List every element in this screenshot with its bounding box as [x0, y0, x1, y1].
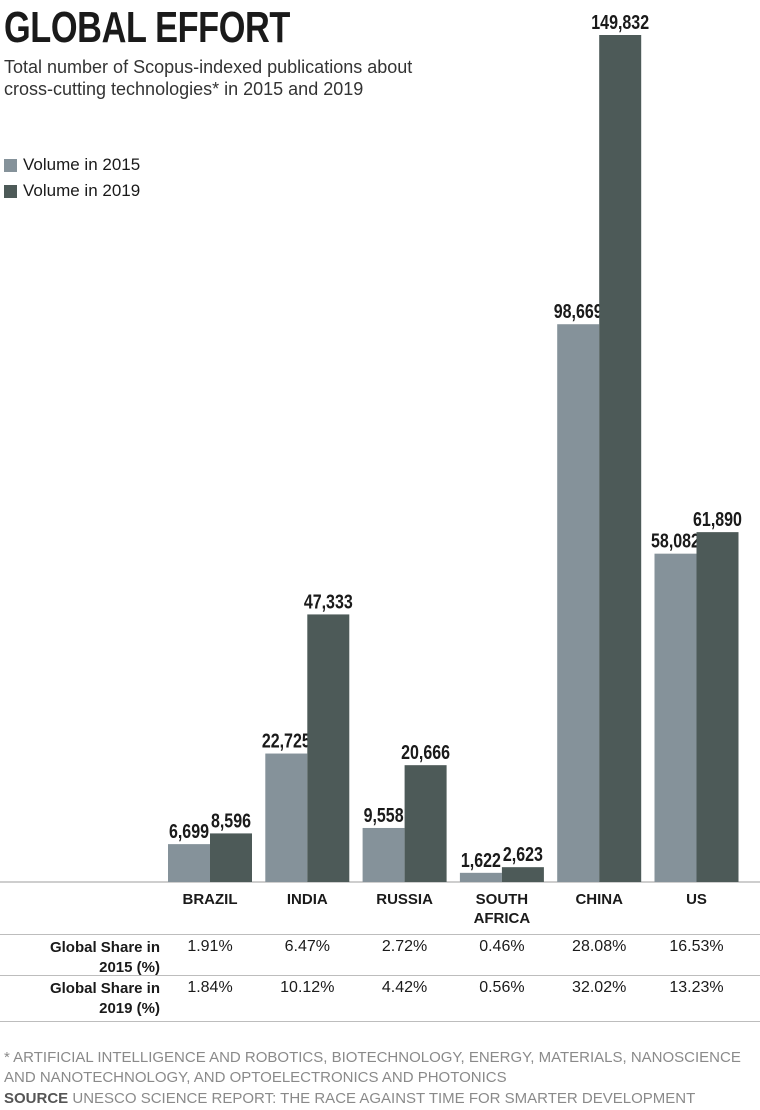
bar-south-africa-2019 — [501, 867, 544, 882]
category-label-india: INDIA — [287, 891, 328, 908]
category-label-brazil: BRAZIL — [183, 891, 238, 908]
legend-label-2019: Volume in 2019 — [23, 181, 141, 200]
category-label-russia: RUSSIA — [376, 891, 433, 908]
source-line: SOURCE UNESCO SCIENCE REPORT: THE RACE A… — [4, 1089, 695, 1109]
table-cell-south-africa-2019: 0.56% — [479, 979, 525, 996]
bar-china-2019 — [599, 35, 642, 882]
legend-swatch-2019 — [4, 184, 17, 198]
chart-title: GLOBAL EFFORT — [4, 3, 291, 52]
table-row-label-line: 2015 (%) — [99, 959, 160, 976]
data-label-russia-2015: 9,558 — [364, 804, 404, 826]
legend-item-2019: Volume in 2019 — [4, 178, 140, 204]
table-cell-russia-2015: 2.72% — [381, 938, 428, 955]
chart-subtitle: Total number of Scopus-indexed publicati… — [4, 57, 413, 99]
data-label-us-2015: 58,082 — [651, 530, 700, 552]
data-label-india-2019: 47,333 — [304, 591, 353, 613]
legend: Volume in 2015 Volume in 2019 — [4, 152, 140, 204]
table-divider-middle — [0, 975, 760, 976]
table-cell-india-2019: 10.12% — [280, 979, 335, 996]
table-row-label-2019: Global Share in 2019 (%) — [0, 979, 160, 1019]
table-row-label-line: Global Share in — [49, 980, 160, 997]
table-cell-us-2019: 13.23% — [669, 979, 724, 996]
bar-russia-2019 — [404, 765, 447, 882]
table-cell-india-2015: 6.47% — [284, 938, 330, 955]
bar-brazil-2015 — [168, 844, 210, 882]
data-label-china-2019: 149,832 — [591, 11, 649, 33]
table-row-label-line: 2019 (%) — [99, 1000, 160, 1017]
table-row-label-line: Global Share in — [49, 939, 160, 956]
data-label-brazil-2015: 6,699 — [169, 820, 209, 842]
data-label-south-africa-2015: 1,622 — [461, 849, 501, 871]
table-divider-bottom — [0, 1021, 760, 1022]
source-text: UNESCO SCIENCE REPORT: THE RACE AGAINST … — [72, 1090, 696, 1107]
source-label: SOURCE — [4, 1090, 69, 1107]
data-label-china-2015: 98,669 — [554, 301, 603, 323]
bar-south-africa-2015 — [459, 872, 502, 882]
data-label-india-2015: 22,725 — [262, 730, 311, 752]
bar-chart: 6,699 8,596 BRAZIL 22,725 47,333 INDIA 9,558 20… — [0, 11, 760, 927]
table-divider-top — [0, 934, 760, 935]
table-cell-brazil-2015: 1.91% — [187, 938, 233, 955]
category-label-us: US — [686, 891, 707, 908]
table-row-label-2015: Global Share in 2015 (%) — [0, 938, 160, 978]
legend-swatch-2015 — [4, 158, 17, 172]
table-cell-china-2019: 32.02% — [572, 979, 627, 996]
data-label-us-2019: 61,890 — [693, 508, 742, 530]
legend-item-2015: Volume in 2015 — [4, 152, 140, 178]
category-label-south-africa-1: SOUTH — [476, 891, 529, 908]
footnote: * ARTIFICIAL INTELLIGENCE AND ROBOTICS, … — [4, 1049, 741, 1086]
data-label-south-africa-2019: 2,623 — [503, 844, 543, 866]
table-cell-us-2015: 16.53% — [669, 938, 724, 955]
table-cell-south-africa-2015: 0.46% — [479, 938, 525, 955]
category-label-china: CHINA — [575, 891, 623, 908]
legend-label-2015: Volume in 2015 — [23, 155, 141, 174]
bar-india-2015 — [265, 753, 308, 882]
data-label-brazil-2019: 8,596 — [211, 810, 251, 832]
bar-us-2019 — [696, 532, 739, 882]
table-cell-china-2015: 28.08% — [572, 938, 627, 955]
bar-russia-2015 — [362, 827, 405, 882]
category-label-south-africa-2: AFRICA — [474, 910, 531, 927]
bar-china-2015 — [557, 324, 600, 882]
bar-brazil-2019 — [210, 833, 252, 882]
data-label-russia-2019: 20,666 — [401, 742, 450, 764]
table-cell-russia-2019: 4.42% — [381, 979, 428, 996]
bar-us-2015 — [654, 553, 697, 882]
table-cell-brazil-2019: 1.84% — [187, 979, 233, 996]
bar-india-2019 — [307, 614, 350, 882]
